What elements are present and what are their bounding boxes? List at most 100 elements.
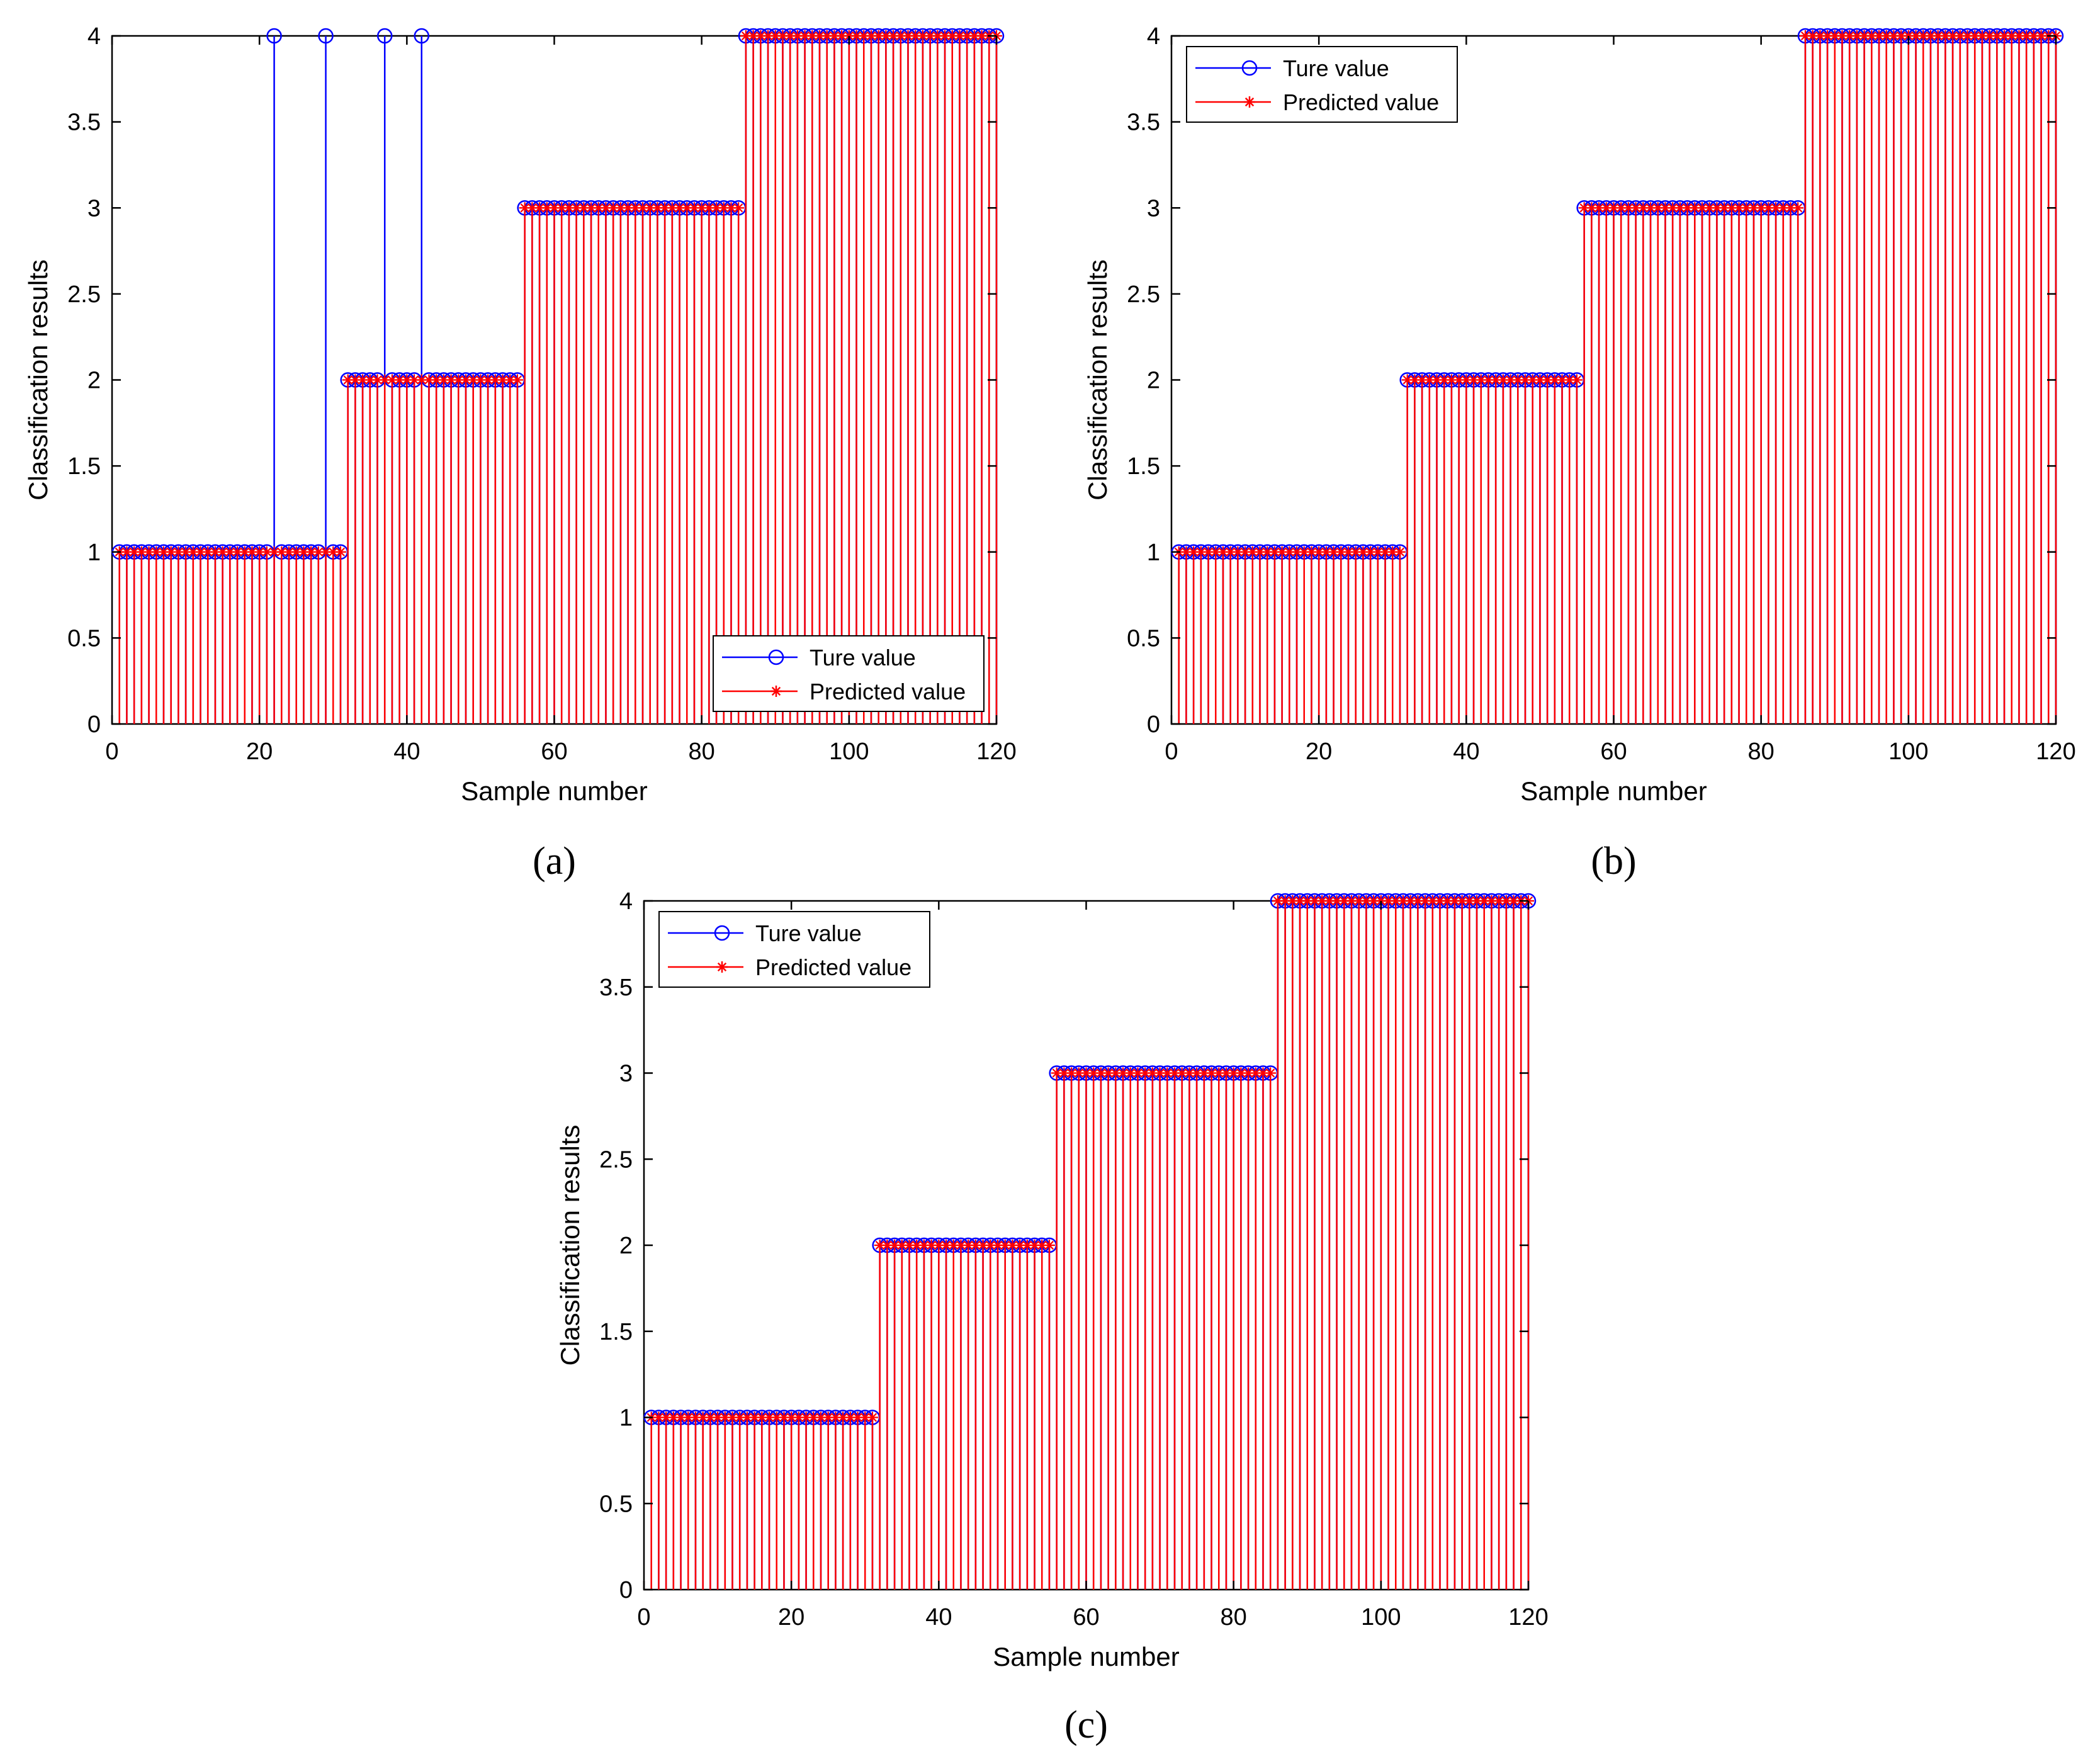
predicted-value-series <box>1173 30 2062 724</box>
predicted-marker-stroke <box>852 31 861 41</box>
predicted-marker-stroke <box>896 31 905 41</box>
predicted-marker-stroke <box>1882 31 1891 41</box>
predicted-marker <box>1132 1067 1144 1079</box>
predicted-marker-stroke <box>1454 375 1464 385</box>
predicted-marker-stroke <box>498 375 507 385</box>
predicted-marker-stroke <box>1897 31 1906 41</box>
predicted-marker <box>659 202 671 214</box>
predicted-marker-stroke <box>122 547 132 557</box>
predicted-marker-stroke <box>697 203 706 213</box>
predicted-marker-stroke <box>822 31 832 41</box>
predicted-marker <box>1110 1067 1122 1079</box>
predicted-marker-stroke <box>787 1413 796 1422</box>
y-tick-label: 2 <box>1147 368 1160 394</box>
predicted-marker-stroke <box>1889 31 1899 41</box>
predicted-marker-stroke <box>653 203 662 213</box>
y-tick-label: 0.5 <box>1127 625 1160 652</box>
predicted-marker <box>165 546 177 558</box>
predicted-marker <box>992 1240 1003 1251</box>
predicted-marker-stroke <box>1170 1068 1180 1078</box>
predicted-marker <box>733 202 745 214</box>
predicted-marker-stroke <box>2007 31 2016 41</box>
y-tick-label: 3 <box>619 1061 633 1087</box>
predicted-marker-stroke <box>1000 1240 1010 1250</box>
predicted-marker-stroke <box>262 547 271 557</box>
predicted-marker-stroke <box>402 375 412 385</box>
predicted-marker-stroke <box>1273 896 1282 906</box>
predicted-marker <box>1777 202 1789 214</box>
predicted-marker <box>762 30 774 42</box>
predicted-marker-stroke <box>1579 203 1589 213</box>
legend-true-marker <box>768 649 784 665</box>
predicted-marker-stroke <box>1324 896 1334 906</box>
predicted-marker <box>1183 1067 1195 1079</box>
predicted-marker-stroke <box>1491 375 1501 385</box>
predicted-marker-stroke <box>329 547 338 557</box>
predicted-marker-stroke <box>557 203 567 213</box>
predicted-marker <box>1924 30 1936 42</box>
predicted-marker <box>1294 895 1306 907</box>
predicted-marker-stroke <box>919 1240 928 1250</box>
predicted-marker-stroke <box>845 1413 855 1422</box>
predicted-marker-stroke <box>1388 547 1397 557</box>
predicted-marker-stroke <box>1845 31 1854 41</box>
y-tick-label: 1 <box>619 1405 633 1432</box>
predicted-marker-stroke <box>706 1413 715 1422</box>
predicted-marker-stroke <box>1520 375 1530 385</box>
predicted-marker-stroke <box>772 1413 781 1422</box>
predicted-marker-stroke <box>1204 547 1213 557</box>
predicted-marker <box>445 374 457 386</box>
predicted-marker <box>1681 202 1693 214</box>
predicted-marker <box>268 546 280 558</box>
predicted-marker-stroke <box>1314 547 1324 557</box>
panel-a: 0 20 40 60 80 100 120 0 0.5 1 1.5 2 2.5 3 3.5 4 Sample n… <box>23 23 1017 883</box>
predicted-marker-stroke <box>1185 1068 1194 1078</box>
predicted-marker <box>585 202 597 214</box>
predicted-marker-stroke <box>461 375 471 385</box>
predicted-marker-stroke <box>689 203 699 213</box>
predicted-marker-stroke <box>1771 203 1781 213</box>
predicted-marker <box>1637 202 1649 214</box>
predicted-marker-stroke <box>1992 31 2002 41</box>
predicted-marker-stroke <box>1081 1068 1091 1078</box>
predicted-marker-stroke <box>1778 203 1788 213</box>
predicted-marker-stroke <box>1557 375 1567 385</box>
predicted-marker-stroke <box>1288 896 1297 906</box>
predicted-marker-stroke <box>969 31 979 41</box>
predicted-marker <box>1438 374 1450 386</box>
y-axis-label: Classification results <box>1083 259 1112 500</box>
predicted-marker-stroke <box>609 203 618 213</box>
predicted-marker-stroke <box>144 547 154 557</box>
y-tick-label: 3.5 <box>67 110 101 136</box>
predicted-marker-stroke <box>853 1413 862 1422</box>
y-tick-label: 0.5 <box>67 625 101 652</box>
predicted-marker-stroke <box>763 31 773 41</box>
predicted-marker-stroke <box>528 203 537 213</box>
predicted-marker-stroke <box>1044 1240 1054 1250</box>
predicted-marker-stroke <box>380 375 390 385</box>
predicted-marker <box>409 374 420 386</box>
predicted-marker-stroke <box>786 31 795 41</box>
predicted-marker-stroke <box>1366 547 1375 557</box>
predicted-marker-stroke <box>1435 896 1445 906</box>
predicted-marker-stroke <box>881 31 891 41</box>
predicted-marker-stroke <box>1369 896 1379 906</box>
predicted-marker <box>1335 546 1347 558</box>
predicted-marker <box>675 1411 687 1423</box>
predicted-marker-stroke <box>1266 1068 1275 1078</box>
predicted-marker-stroke <box>2022 31 2031 41</box>
predicted-marker <box>371 374 383 386</box>
predicted-marker-stroke <box>1800 31 1810 41</box>
predicted-marker-stroke <box>2029 31 2038 41</box>
predicted-marker <box>881 1240 893 1251</box>
legend-true-marker <box>714 925 730 941</box>
predicted-marker-stroke <box>1941 31 1950 41</box>
predicted-marker <box>806 30 818 42</box>
predicted-marker-stroke <box>757 1413 767 1422</box>
predicted-marker-stroke <box>2036 31 2046 41</box>
predicted-marker <box>1431 374 1443 386</box>
predicted-marker-stroke <box>890 1240 900 1250</box>
predicted-marker <box>1504 374 1516 386</box>
predicted-marker-stroke <box>269 547 279 557</box>
predicted-marker-stroke <box>1141 1068 1150 1078</box>
